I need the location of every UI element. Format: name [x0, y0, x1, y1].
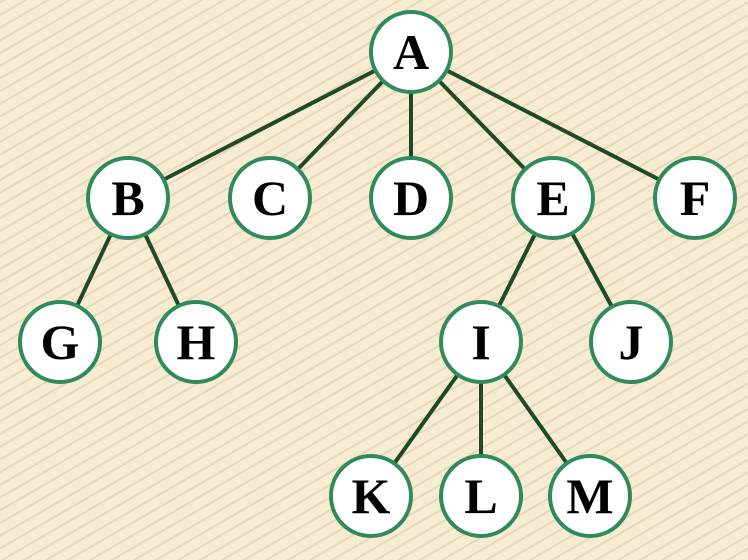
nodes-layer: A B C D E F G H I J K L M: [18, 10, 737, 538]
node-c: C: [228, 156, 312, 240]
node-circle: [653, 156, 737, 240]
node-label: J: [619, 314, 644, 370]
edge-a-f: [409, 50, 697, 200]
node-circle: [18, 300, 102, 384]
node-label: D: [393, 170, 429, 226]
node-label: M: [566, 468, 613, 524]
node-label: F: [680, 170, 711, 226]
node-circle: [369, 10, 453, 94]
node-label: K: [352, 468, 391, 524]
node-label: E: [536, 170, 569, 226]
node-l: L: [439, 454, 523, 538]
node-d: D: [369, 156, 453, 240]
node-circle: [154, 300, 238, 384]
node-circle: [228, 156, 312, 240]
node-k: K: [329, 454, 413, 538]
node-label: L: [464, 468, 497, 524]
node-label: B: [111, 170, 144, 226]
node-label: I: [471, 314, 490, 370]
node-f: F: [653, 156, 737, 240]
node-g: G: [18, 300, 102, 384]
edge-a-b: [126, 50, 413, 200]
node-b: B: [86, 156, 170, 240]
node-i: I: [439, 300, 523, 384]
node-circle: [511, 156, 595, 240]
node-a: A: [369, 10, 453, 94]
node-m: M: [548, 454, 632, 538]
node-circle: [329, 454, 413, 538]
node-circle: [589, 300, 673, 384]
node-circle: [86, 156, 170, 240]
node-circle: [439, 300, 523, 384]
node-label: G: [41, 314, 80, 370]
node-circle: [369, 156, 453, 240]
node-circle: [439, 454, 523, 538]
node-label: C: [252, 170, 288, 226]
edges-layer: [58, 50, 697, 498]
node-label: A: [393, 24, 429, 80]
node-circle: [548, 454, 632, 538]
node-label: H: [177, 314, 216, 370]
node-j: J: [589, 300, 673, 384]
node-h: H: [154, 300, 238, 384]
node-e: E: [511, 156, 595, 240]
